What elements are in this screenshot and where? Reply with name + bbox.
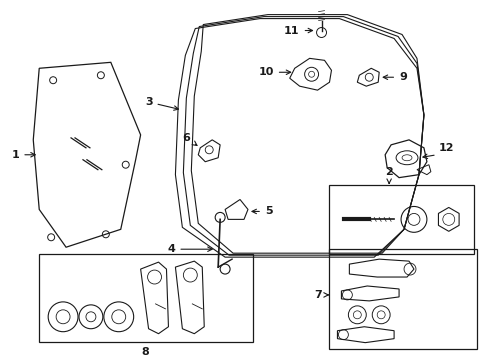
Text: 4: 4 — [167, 244, 212, 254]
Text: 6: 6 — [182, 133, 197, 145]
Bar — [329, 249, 476, 348]
Text: 11: 11 — [284, 26, 312, 36]
Text: 12: 12 — [438, 143, 453, 153]
Bar — [39, 254, 252, 342]
Text: 1: 1 — [12, 150, 35, 160]
Text: 2: 2 — [385, 167, 392, 177]
Text: 5: 5 — [251, 206, 272, 216]
Text: 7: 7 — [313, 290, 327, 300]
Text: 3: 3 — [144, 97, 178, 110]
Text: 8: 8 — [142, 347, 149, 357]
Text: 10: 10 — [258, 67, 290, 77]
Bar — [329, 185, 473, 254]
Text: 9: 9 — [383, 72, 406, 82]
